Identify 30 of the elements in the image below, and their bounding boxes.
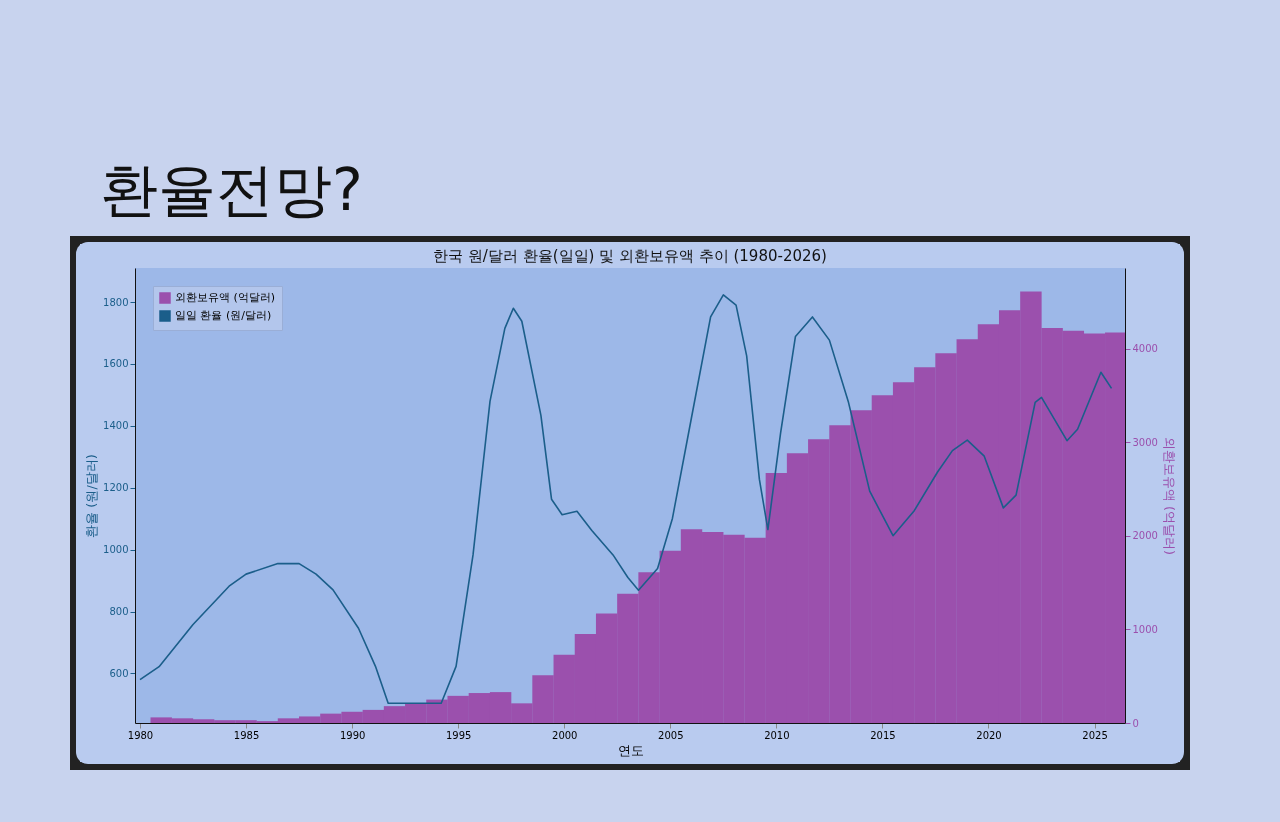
y2-tick-label: 0 — [1132, 717, 1139, 729]
chart-title: 환율전망? — [100, 155, 364, 225]
y2-tick-label: 2000 — [1132, 530, 1158, 542]
y-tick-label: 1200 — [103, 482, 129, 494]
y2-tick-label: 4000 — [1132, 343, 1158, 355]
x-tick-label: 1985 — [233, 729, 260, 741]
x-axis-title: 연도 — [617, 742, 644, 758]
x-tick-label: 2015 — [870, 729, 896, 741]
y-tick-label: 1800 — [103, 296, 129, 308]
legend-label: 일일 환율 (원/달러) — [175, 309, 272, 322]
y-tick-label: 800 — [109, 606, 129, 618]
y-tick-label: 1000 — [103, 544, 129, 556]
line-series — [139, 294, 1113, 704]
x-tick-label: 1980 — [127, 729, 154, 741]
x-tick-label: 2020 — [976, 729, 1002, 741]
y2-axis-title: 외환보유액 (억달러) — [1161, 436, 1177, 556]
x-tick-label: 2000 — [552, 729, 578, 741]
x-tick-label: 2025 — [1082, 729, 1108, 741]
chart-subtitle: 한국 원/달러 환율(일일) 및 외환보유액 추이 (1980-2026) — [433, 247, 827, 265]
y-axis-title: 환율 (원/달러) — [84, 454, 100, 538]
x-tick-label: 1995 — [445, 729, 472, 741]
y2-tick-label: 3000 — [1132, 436, 1158, 448]
legend-label: 외환보유액 (억달러) — [175, 291, 276, 304]
y2-tick-label: 1000 — [1132, 623, 1158, 635]
y-tick-label: 600 — [109, 667, 129, 679]
x-tick-label: 2010 — [764, 729, 790, 741]
x-tick-label: 1990 — [339, 729, 366, 741]
y-tick-label: 1600 — [103, 358, 129, 370]
x-tick-label: 2005 — [658, 729, 684, 741]
y-tick-label: 1400 — [103, 420, 129, 432]
